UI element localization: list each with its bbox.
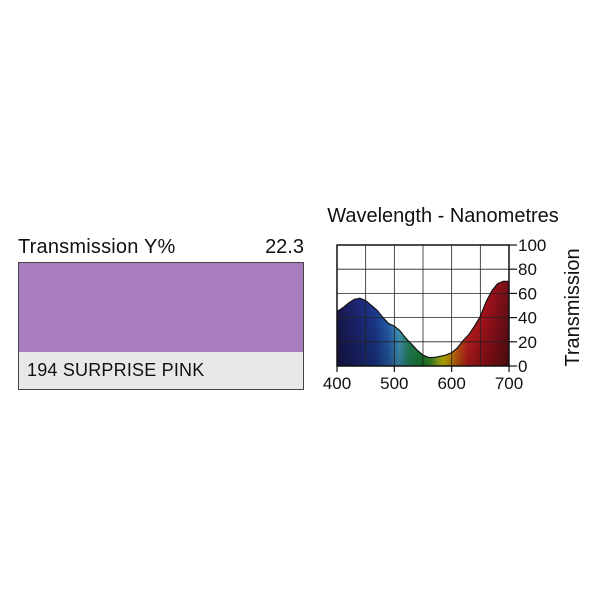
x-tick-label: 400 xyxy=(323,374,351,393)
x-tick-label: 600 xyxy=(437,374,465,393)
filter-name: 194 SURPRISE PINK xyxy=(27,360,205,380)
transmission-value: 22.3 xyxy=(265,236,304,258)
y-tick-label: 40 xyxy=(518,309,537,328)
transmission-label: Transmission Y% xyxy=(18,236,176,258)
x-tick-label: 700 xyxy=(495,374,523,393)
y-tick-label: 80 xyxy=(518,260,537,279)
filter-color-sample xyxy=(19,263,303,353)
filter-name-bar: 194 SURPRISE PINK xyxy=(19,352,303,389)
transmission-curve xyxy=(337,280,509,359)
chart-title: Wavelength - Nanometres xyxy=(327,205,559,227)
y-tick-label: 60 xyxy=(518,284,537,303)
filter-swatch: 194 SURPRISE PINK xyxy=(18,262,304,390)
transmission-area-shade xyxy=(337,281,509,366)
y-axis-label: Transmission xyxy=(562,248,584,366)
y-tick-label: 100 xyxy=(518,236,546,255)
plot-frame xyxy=(336,244,510,367)
y-tick-label: 20 xyxy=(518,333,537,352)
x-tick-label: 500 xyxy=(380,374,408,393)
y-tick-label: 0 xyxy=(518,357,527,376)
